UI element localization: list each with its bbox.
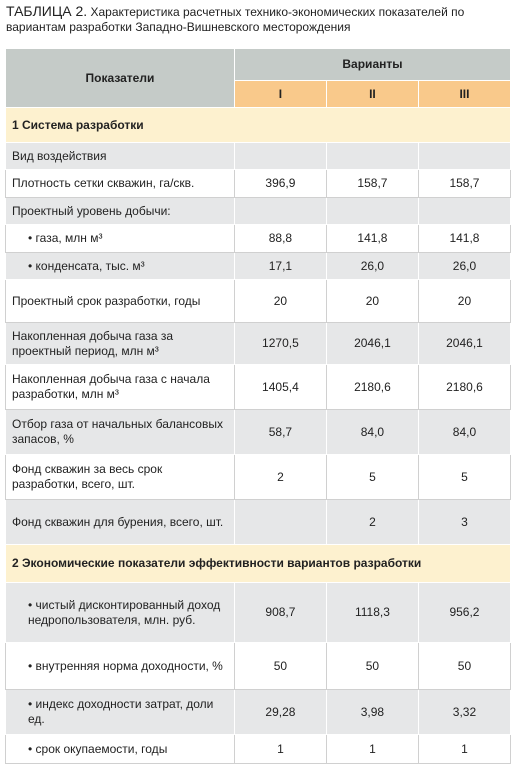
cell-value: 84,0 bbox=[325, 409, 419, 455]
cell-value bbox=[325, 197, 419, 225]
cell-value: 3 bbox=[417, 499, 512, 545]
data-row: Плотность сетки скважин, га/скв. 396,9 158… bbox=[5, 169, 512, 198]
row-label: • конденсата, тыс. м³ bbox=[5, 252, 235, 280]
data-row: • газа, млн м³ 88,8 141,8 141,8 bbox=[5, 224, 512, 253]
cell-value: 1 bbox=[325, 734, 419, 764]
data-row: • чистый дисконтированный доход недропол… bbox=[5, 582, 512, 643]
cell-value: 1 bbox=[233, 734, 327, 764]
data-row: Накопленная добыча газа с начала разрабо… bbox=[5, 364, 512, 410]
cell-value: 141,8 bbox=[417, 224, 512, 253]
header-column: I bbox=[233, 80, 327, 108]
cell-value bbox=[417, 197, 512, 225]
cell-value: 2 bbox=[325, 499, 419, 545]
row-label: • срок окупаемости, годы bbox=[5, 734, 235, 764]
cell-value: 5 bbox=[325, 454, 419, 500]
row-label: Накопленная добыча газа за проектный пер… bbox=[5, 322, 235, 365]
table: Показатели Варианты I II III 1 Система разр… bbox=[5, 48, 512, 764]
cell-value: 1 bbox=[417, 734, 512, 764]
row-label: • газа, млн м³ bbox=[5, 224, 235, 253]
cell-value: 908,7 bbox=[233, 582, 327, 643]
cell-value bbox=[233, 197, 327, 225]
cell-value: 26,0 bbox=[325, 252, 419, 280]
header-column: II bbox=[325, 80, 419, 108]
cell-value: 58,7 bbox=[233, 409, 327, 455]
title: ТАБЛИЦА 2. Характеристика расчетных техн… bbox=[6, 4, 511, 35]
data-row: Накопленная добыча газа за проектный пер… bbox=[5, 322, 512, 365]
cell-value: 29,28 bbox=[233, 689, 327, 735]
data-row: Проектный уровень добычи: bbox=[5, 197, 512, 225]
cell-value: 141,8 bbox=[325, 224, 419, 253]
cell-value: 20 bbox=[417, 279, 512, 323]
section-row: 1 Система разработки bbox=[5, 107, 511, 143]
cell-value: 158,7 bbox=[325, 169, 419, 198]
cell-value: 2180,6 bbox=[417, 364, 512, 410]
header-variants: Варианты bbox=[233, 48, 512, 81]
row-label: Накопленная добыча газа с начала разрабо… bbox=[5, 364, 235, 410]
cell-value: 50 bbox=[417, 642, 512, 690]
cell-value: 2 bbox=[233, 454, 327, 500]
row-label: Вид воздействия bbox=[5, 142, 235, 170]
cell-value bbox=[417, 142, 512, 170]
section-title: 1 Система разработки bbox=[5, 107, 511, 143]
cell-value bbox=[233, 142, 327, 170]
data-row: Вид воздействия bbox=[5, 142, 512, 170]
cell-value: 2046,1 bbox=[417, 322, 512, 365]
cell-value: 17,1 bbox=[233, 252, 327, 280]
cell-value: 158,7 bbox=[417, 169, 512, 198]
row-label: Проектный срок разработки, годы bbox=[5, 279, 235, 323]
section-row: 2 Экономические показатели эффективности… bbox=[5, 544, 511, 583]
data-row: Фонд скважин за весь срок разработки, вс… bbox=[5, 454, 512, 500]
row-label: • внутренняя норма доходности, % bbox=[5, 642, 235, 690]
row-label: • чистый дисконтированный доход недропол… bbox=[5, 582, 235, 643]
data-row: • индекс доходности затрат, доли ед. 29,2… bbox=[5, 689, 512, 735]
cell-value: 3,98 bbox=[325, 689, 419, 735]
cell-value: 50 bbox=[233, 642, 327, 690]
cell-value: 1270,5 bbox=[233, 322, 327, 365]
data-row: • срок окупаемости, годы 1 1 1 bbox=[5, 734, 512, 764]
title-label: ТАБЛИЦА 2. bbox=[6, 3, 88, 19]
cell-value bbox=[325, 142, 419, 170]
section-title: 2 Экономические показатели эффективности… bbox=[5, 544, 511, 583]
row-label: Плотность сетки скважин, га/скв. bbox=[5, 169, 235, 198]
title-text: Характеристика расчетных технико-экономи… bbox=[6, 5, 465, 34]
header-column: III bbox=[417, 80, 512, 108]
cell-value: 2180,6 bbox=[325, 364, 419, 410]
row-label: Проектный уровень добычи: bbox=[5, 197, 235, 225]
data-row: Отбор газа от начальных балансовых запас… bbox=[5, 409, 512, 455]
cell-value: 956,2 bbox=[417, 582, 512, 643]
cell-value: 2046,1 bbox=[325, 322, 419, 365]
cell-value: 84,0 bbox=[417, 409, 512, 455]
cell-value: 396,9 bbox=[233, 169, 327, 198]
cell-value: 1405,4 bbox=[233, 364, 327, 410]
row-label: Фонд скважин для бурения, всего, шт. bbox=[5, 499, 235, 545]
cell-value: 26,0 bbox=[417, 252, 512, 280]
row-label: • индекс доходности затрат, доли ед. bbox=[5, 689, 235, 735]
cell-value bbox=[233, 499, 327, 545]
cell-value: 88,8 bbox=[233, 224, 327, 253]
data-row: • внутренняя норма доходности, % 50 50 50 bbox=[5, 642, 512, 690]
data-row: • конденсата, тыс. м³ 17,1 26,0 26,0 bbox=[5, 252, 512, 280]
cell-value: 3,32 bbox=[417, 689, 512, 735]
data-row: Фонд скважин для бурения, всего, шт. 2 3 bbox=[5, 499, 512, 545]
cell-value: 1118,3 bbox=[325, 582, 419, 643]
cell-value: 5 bbox=[417, 454, 512, 500]
header-indicator: Показатели bbox=[5, 48, 235, 108]
data-row: Проектный срок разработки, годы 20 20 20 bbox=[5, 279, 512, 323]
cell-value: 50 bbox=[325, 642, 419, 690]
row-label: Фонд скважин за весь срок разработки, вс… bbox=[5, 454, 235, 500]
cell-value: 20 bbox=[233, 279, 327, 323]
row-label: Отбор газа от начальных балансовых запас… bbox=[5, 409, 235, 455]
cell-value: 20 bbox=[325, 279, 419, 323]
